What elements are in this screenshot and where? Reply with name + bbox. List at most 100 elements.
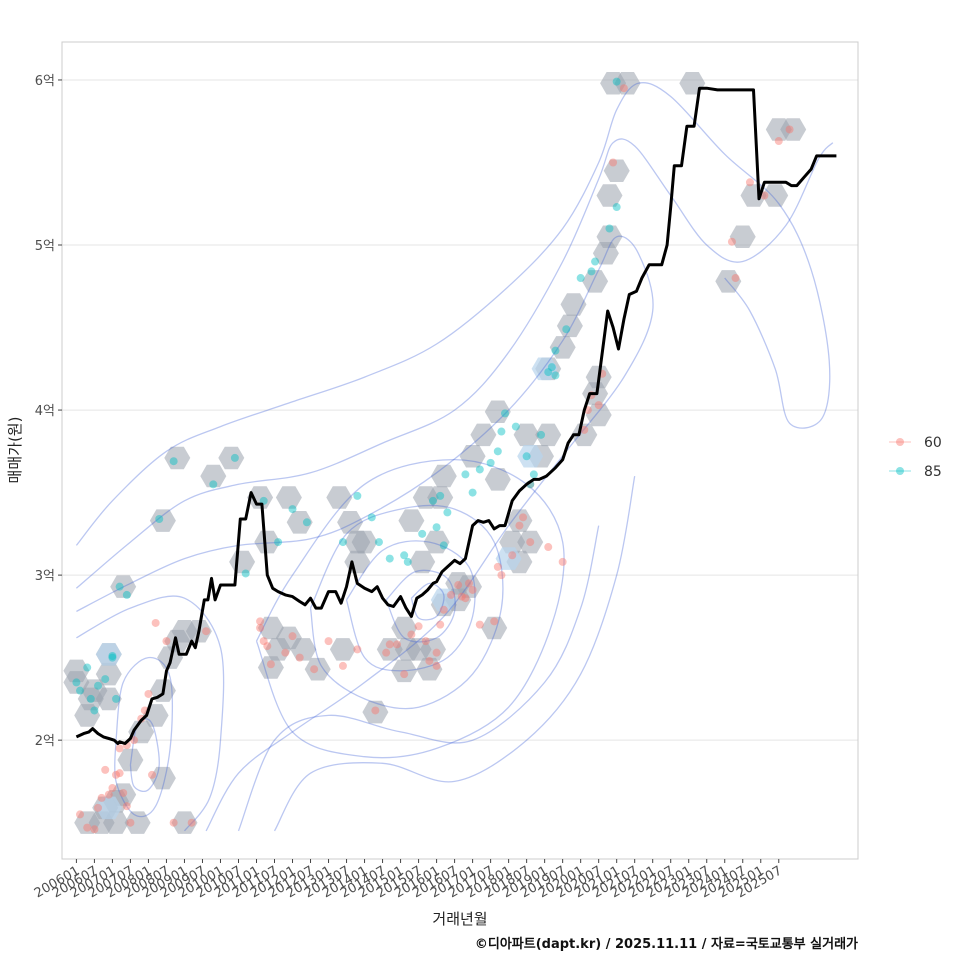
point-60 bbox=[439, 605, 448, 614]
point-85 bbox=[544, 368, 553, 377]
point-85 bbox=[230, 453, 239, 462]
point-85 bbox=[428, 496, 437, 505]
point-60 bbox=[104, 790, 113, 799]
point-60 bbox=[324, 637, 333, 646]
y-axis: 2억 3억 4억 5억 6억 bbox=[35, 74, 62, 749]
point-60 bbox=[558, 557, 567, 566]
hexbin-cell bbox=[257, 616, 284, 640]
point-85 bbox=[86, 694, 95, 703]
density-contour bbox=[309, 504, 504, 710]
point-85 bbox=[112, 694, 121, 703]
point-60 bbox=[101, 765, 110, 774]
point-60 bbox=[76, 810, 85, 819]
point-85 bbox=[612, 203, 621, 212]
point-85 bbox=[562, 325, 571, 334]
point-85 bbox=[288, 505, 297, 514]
point-60 bbox=[83, 823, 92, 832]
point-85 bbox=[122, 590, 131, 599]
hexbin-cell bbox=[304, 657, 331, 681]
point-60 bbox=[256, 617, 265, 626]
point-60 bbox=[115, 744, 124, 753]
hexbin-cell bbox=[603, 159, 630, 182]
point-60 bbox=[281, 648, 290, 657]
median-price-line bbox=[75, 86, 837, 745]
hexbin-cell-light bbox=[531, 357, 558, 381]
plot-panel-frame bbox=[61, 41, 859, 860]
point-60 bbox=[187, 818, 196, 827]
density-contour bbox=[385, 569, 456, 643]
point-60 bbox=[407, 630, 416, 639]
hexbin-cell bbox=[517, 530, 544, 554]
point-60 bbox=[475, 620, 484, 629]
hexbin-cell bbox=[596, 184, 623, 207]
point-85 bbox=[587, 267, 596, 276]
point-85 bbox=[501, 409, 510, 418]
point-85 bbox=[400, 551, 409, 560]
point-85 bbox=[90, 706, 99, 715]
hexbin-cell bbox=[200, 464, 227, 488]
point-85 bbox=[547, 363, 556, 372]
point-60 bbox=[461, 594, 470, 603]
hexbin-cell bbox=[290, 638, 317, 661]
point-85 bbox=[612, 77, 621, 86]
hexbin-cell bbox=[427, 486, 454, 509]
point-85 bbox=[115, 582, 124, 591]
point-85 bbox=[367, 513, 376, 522]
point-85 bbox=[155, 514, 164, 523]
hexbin-cell bbox=[420, 638, 446, 661]
hexbin-cell bbox=[409, 550, 436, 574]
hexbin-cell bbox=[128, 720, 155, 744]
y-tick-label: 5억 bbox=[35, 239, 55, 254]
point-60 bbox=[126, 818, 135, 827]
hexbin-cell bbox=[329, 638, 356, 661]
hexbin-cell bbox=[585, 403, 612, 427]
point-85 bbox=[385, 554, 394, 563]
point-60 bbox=[353, 645, 362, 654]
point-85 bbox=[551, 371, 560, 380]
y-tick-label: 3억 bbox=[35, 569, 55, 584]
point-60 bbox=[310, 665, 319, 674]
point-60 bbox=[122, 802, 131, 811]
legend-item-85: 85 bbox=[889, 464, 942, 480]
hexbin-cell-light bbox=[95, 643, 122, 666]
hexbin-layer bbox=[63, 72, 807, 834]
point-60 bbox=[745, 178, 754, 187]
point-60 bbox=[457, 592, 466, 601]
point-85 bbox=[511, 422, 520, 431]
hexbin-cell-light bbox=[517, 445, 544, 468]
point-60 bbox=[508, 551, 517, 560]
point-60 bbox=[446, 590, 455, 599]
point-60 bbox=[731, 274, 740, 283]
density-contour bbox=[75, 138, 834, 589]
hexbin-cell bbox=[218, 446, 245, 470]
hexbin-cell bbox=[286, 511, 313, 534]
point-85 bbox=[468, 488, 477, 497]
hexbin-cell bbox=[351, 530, 378, 554]
hexbin-cell bbox=[95, 662, 122, 686]
hexbin-cell bbox=[423, 530, 450, 554]
density-contour bbox=[75, 82, 831, 546]
source-caption: ©디아파트(dapt.kr) / 2025.11.11 / 자료=국토교통부 실… bbox=[475, 936, 858, 952]
point-60 bbox=[580, 425, 589, 434]
point-85 bbox=[591, 257, 600, 266]
point-85 bbox=[432, 523, 441, 532]
hexbin-cell bbox=[247, 486, 274, 509]
point-60 bbox=[515, 521, 524, 530]
point-60 bbox=[90, 825, 99, 834]
point-60 bbox=[385, 640, 394, 649]
point-60 bbox=[774, 137, 783, 146]
point-85 bbox=[551, 346, 560, 355]
hexbin-cell bbox=[171, 811, 198, 834]
point-85 bbox=[436, 491, 445, 500]
point-85 bbox=[461, 470, 470, 479]
hexbin-cell bbox=[398, 509, 425, 532]
density-contour bbox=[345, 540, 476, 672]
point-85 bbox=[497, 427, 506, 436]
hexbin-cell bbox=[416, 657, 443, 681]
hexbin-cell bbox=[326, 486, 353, 509]
hexbin-cell bbox=[275, 486, 302, 509]
point-60 bbox=[454, 581, 463, 590]
point-85 bbox=[169, 457, 178, 466]
hexbin-cell-light bbox=[495, 547, 522, 570]
hexbin-cell bbox=[715, 270, 742, 293]
